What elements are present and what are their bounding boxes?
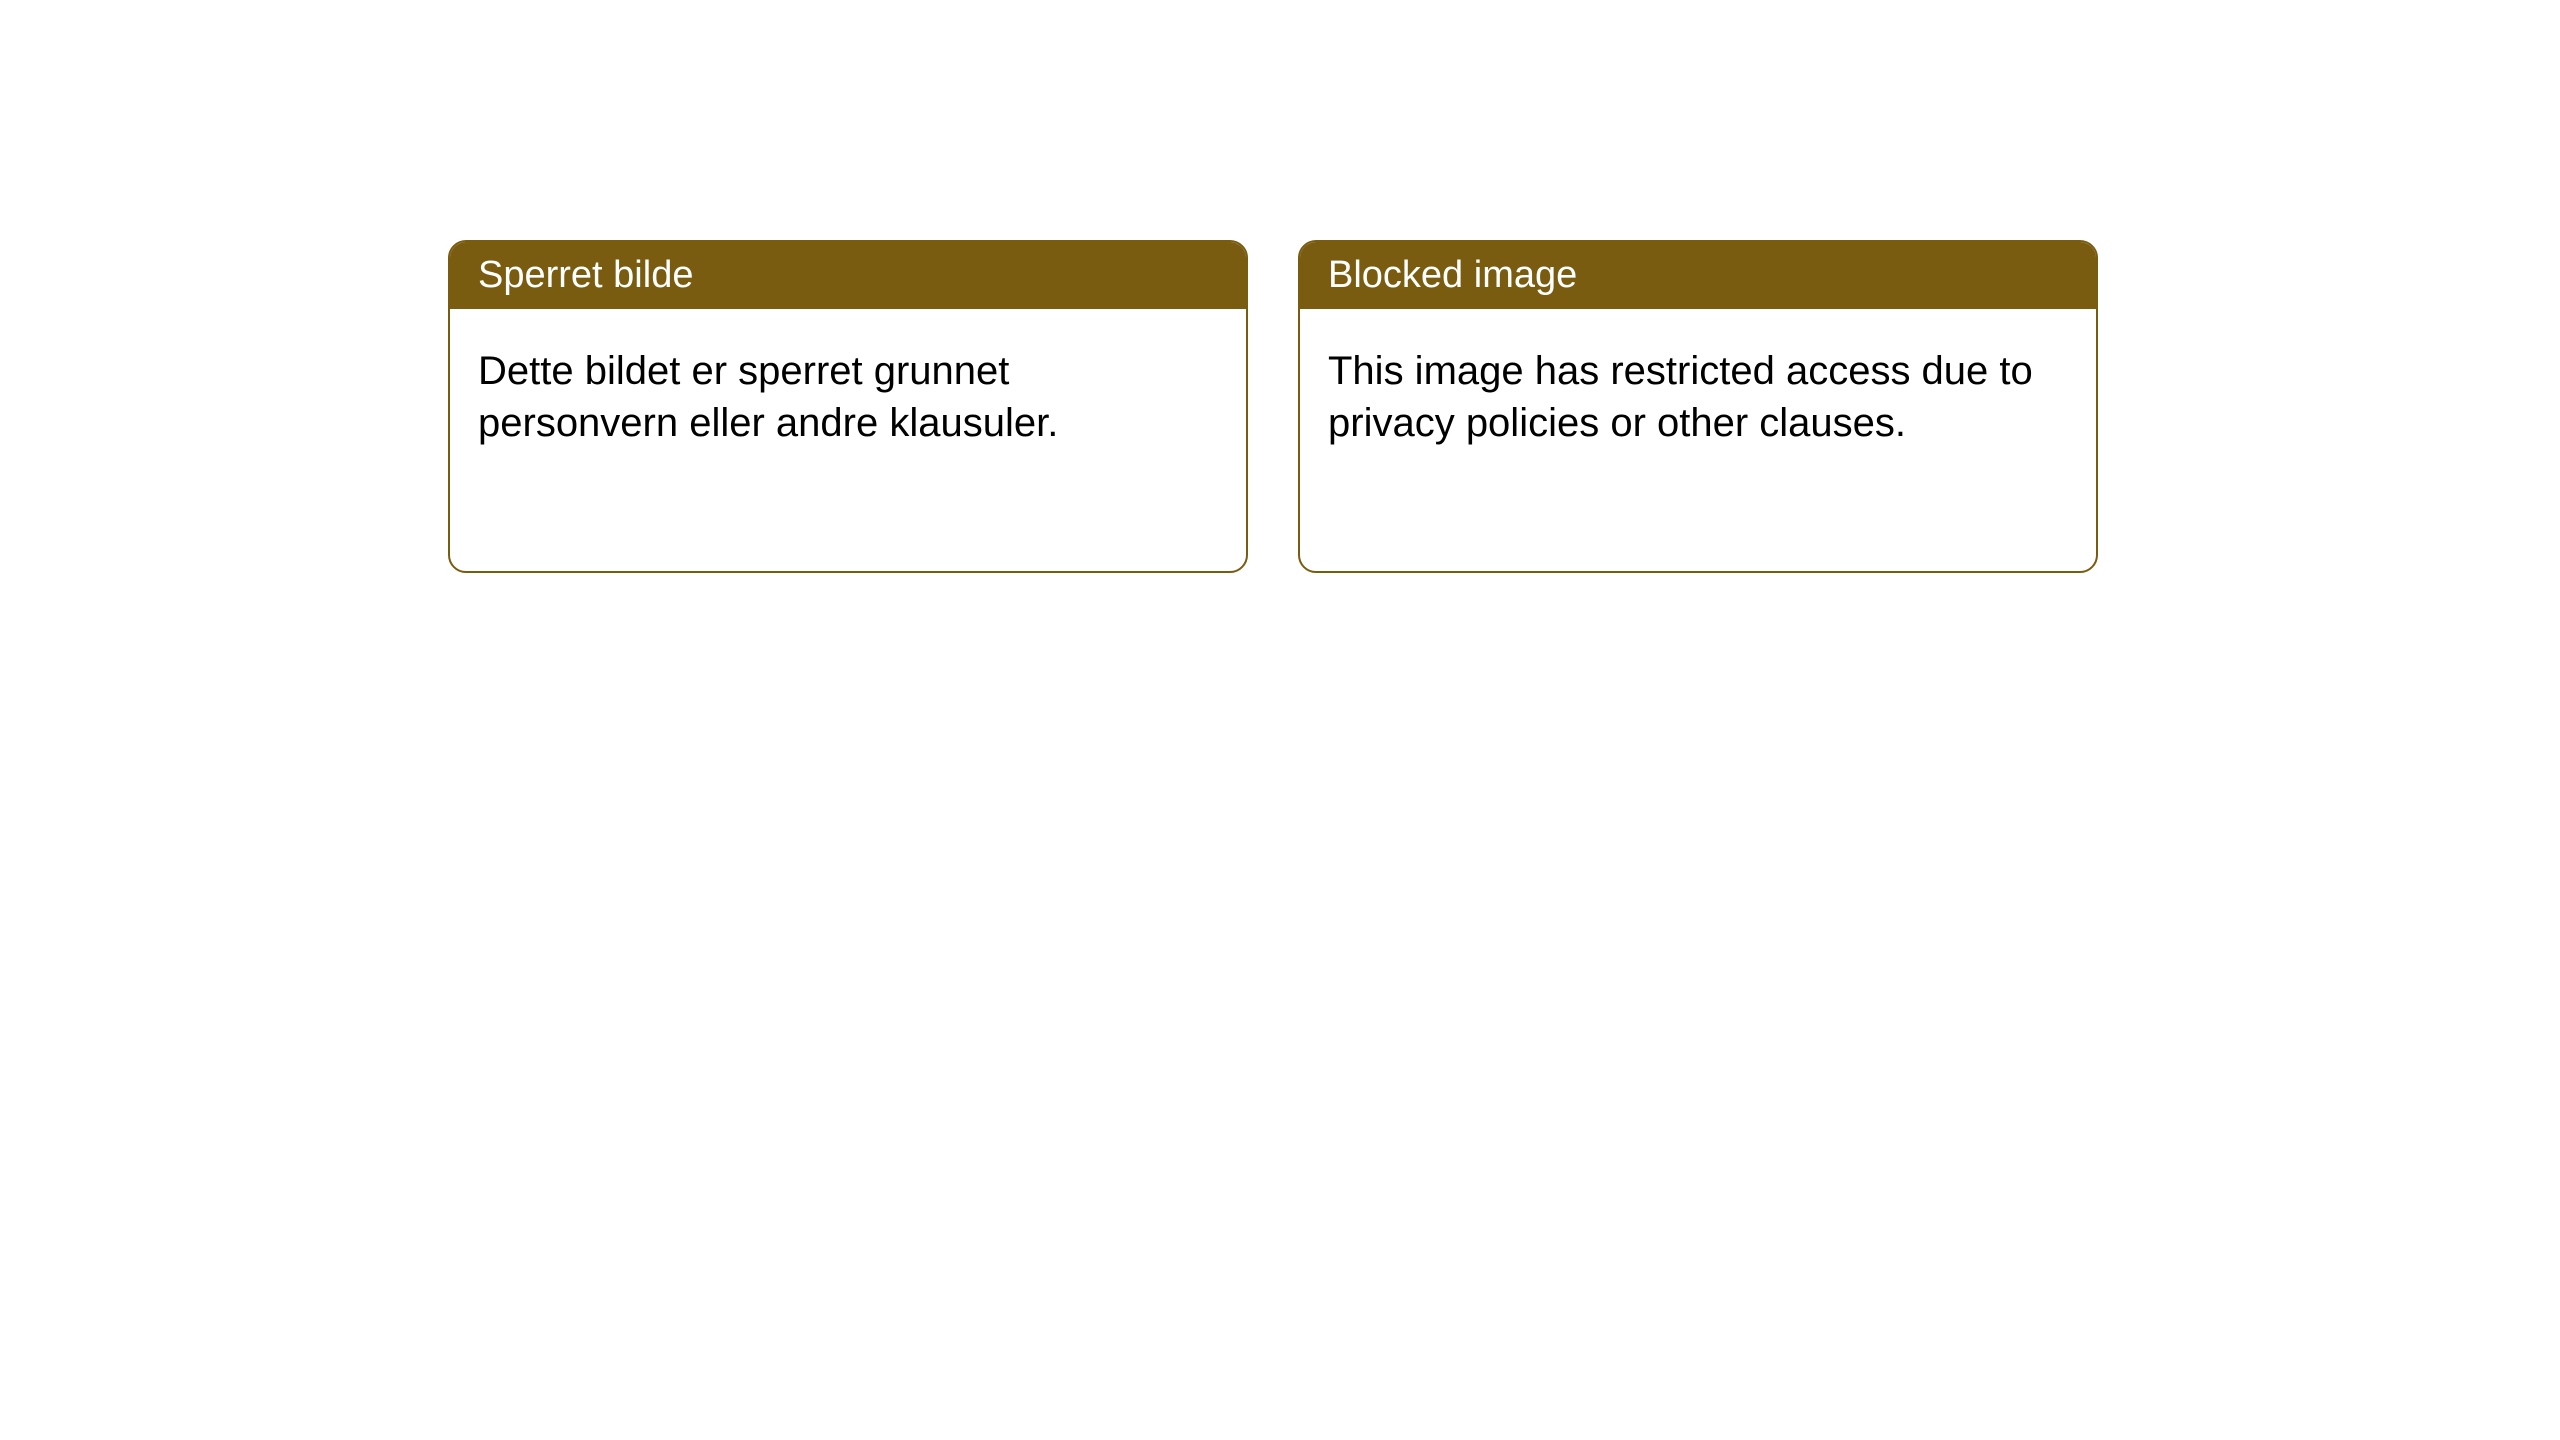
notice-body-norwegian: Dette bildet er sperret grunnet personve… [450, 309, 1246, 485]
notice-body-english: This image has restricted access due to … [1300, 309, 2096, 485]
notice-card-norwegian: Sperret bilde Dette bildet er sperret gr… [448, 240, 1248, 573]
notice-header-norwegian: Sperret bilde [450, 242, 1246, 309]
notice-card-english: Blocked image This image has restricted … [1298, 240, 2098, 573]
notice-header-english: Blocked image [1300, 242, 2096, 309]
notice-container: Sperret bilde Dette bildet er sperret gr… [0, 0, 2560, 573]
